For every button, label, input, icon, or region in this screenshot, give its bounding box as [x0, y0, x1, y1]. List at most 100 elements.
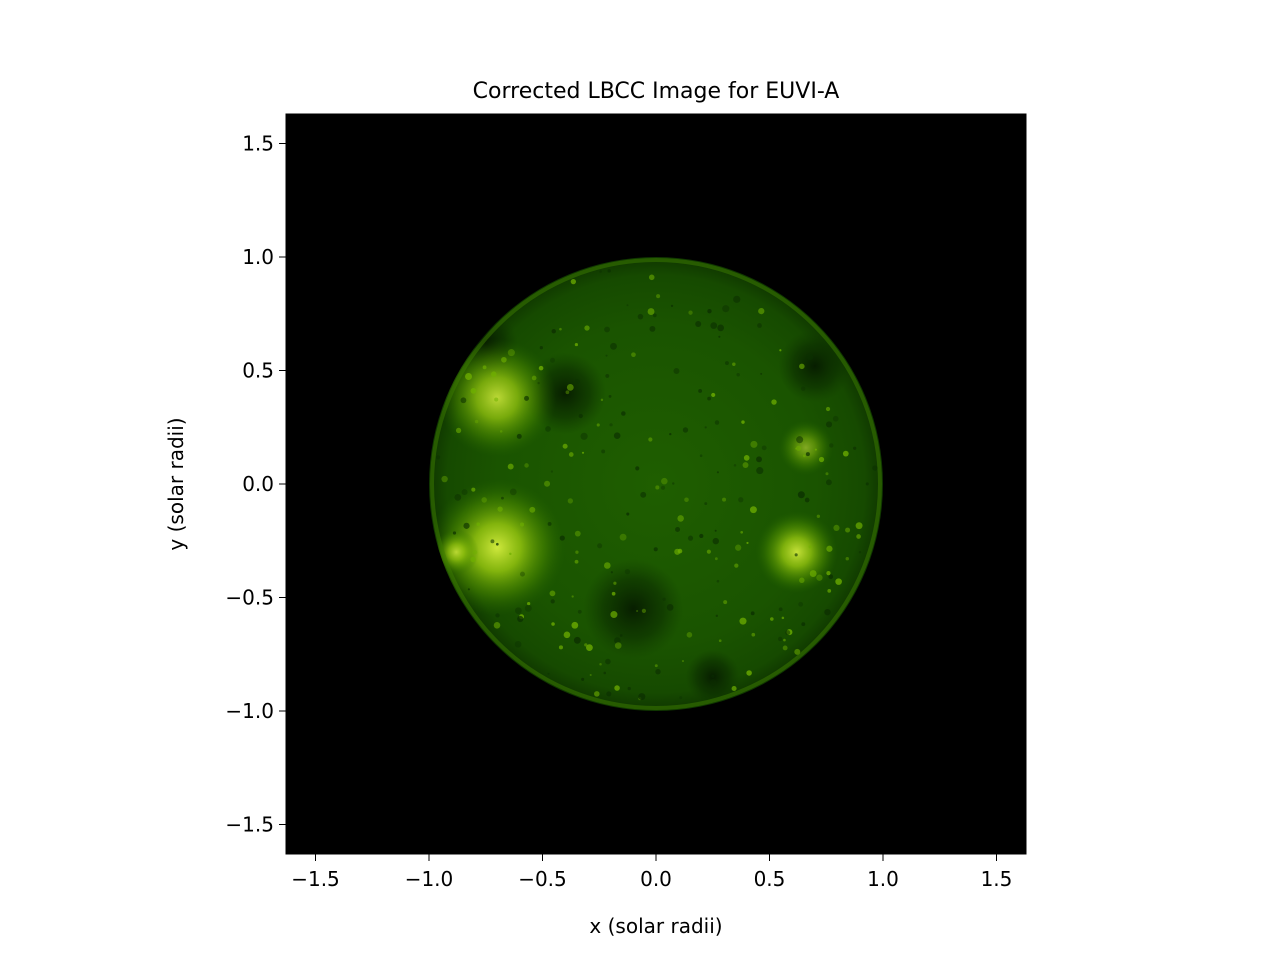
active-region: [429, 479, 566, 616]
y-tick-label: 1.0: [242, 245, 274, 269]
texture-speckle: [714, 420, 720, 425]
x-tick-label: 1.5: [981, 867, 1013, 891]
texture-speckle: [802, 454, 806, 458]
texture-speckle: [597, 543, 603, 549]
texture-speckle: [675, 527, 681, 532]
texture-speckle: [613, 432, 621, 439]
texture-speckle: [716, 579, 720, 583]
y-axis: 1.5 1.0 0.5 0.0 −0.5 −1.0 −1.5: [225, 132, 286, 836]
texture-speckle: [809, 570, 817, 577]
texture-speckle: [798, 601, 804, 607]
texture-speckle: [711, 674, 715, 678]
x-tick-label: −0.5: [518, 867, 567, 891]
texture-speckle: [698, 389, 703, 393]
texture-speckle: [653, 547, 658, 552]
x-tick-label: 1.0: [867, 867, 899, 891]
texture-speckle: [826, 545, 833, 552]
texture-speckle: [704, 426, 707, 429]
texture-speckle: [805, 452, 810, 457]
texture-speckle: [655, 669, 661, 675]
texture-speckle: [614, 685, 620, 691]
texture-speckle: [499, 430, 503, 433]
texture-speckle: [795, 445, 802, 451]
texture-speckle: [795, 447, 798, 450]
texture-speckle: [570, 279, 576, 285]
texture-speckle: [677, 548, 683, 554]
texture-speckle: [794, 648, 801, 655]
texture-speckle: [833, 524, 840, 531]
disk-features: [429, 258, 882, 710]
texture-speckle: [567, 498, 573, 504]
texture-speckle: [825, 479, 832, 486]
texture-speckle: [599, 270, 602, 273]
texture-speckle: [718, 335, 721, 338]
texture-speckle: [816, 574, 823, 581]
texture-speckle: [649, 325, 656, 332]
y-tick-label: −1.5: [225, 812, 274, 836]
texture-speckle: [806, 353, 814, 361]
texture-speckle: [578, 413, 583, 419]
texture-speckle: [757, 323, 762, 328]
texture-speckle: [826, 571, 831, 576]
texture-speckle: [636, 609, 639, 613]
texture-speckle: [470, 556, 476, 563]
texture-speckle: [825, 472, 829, 476]
x-tick-label: 0.0: [640, 867, 672, 891]
texture-speckle: [562, 443, 568, 449]
texture-speckle: [672, 482, 675, 485]
texture-speckle: [741, 420, 745, 424]
y-tick-label: 1.5: [242, 132, 274, 156]
texture-speckle: [603, 562, 611, 569]
texture-speckle: [660, 485, 666, 490]
texture-speckle: [733, 464, 737, 467]
texture-speckle: [808, 545, 812, 549]
texture-speckle: [770, 617, 774, 621]
texture-speckle: [515, 607, 522, 614]
texture-speckle: [613, 581, 617, 585]
texture-speckle: [559, 327, 562, 331]
texture-speckle: [756, 456, 762, 463]
texture-speckle: [648, 437, 653, 442]
texture-speckle: [758, 307, 765, 315]
texture-speckle: [551, 622, 555, 626]
texture-speckle: [825, 406, 831, 412]
texture-speckle: [717, 324, 724, 332]
texture-speckle: [735, 544, 742, 551]
texture-speckle: [723, 600, 728, 605]
texture-speckle: [783, 638, 786, 642]
texture-speckle: [493, 621, 501, 629]
texture-speckle: [662, 597, 666, 601]
texture-speckle: [679, 696, 683, 700]
texture-speckle: [603, 671, 607, 675]
texture-speckle: [452, 531, 457, 535]
texture-speckle: [746, 670, 752, 676]
texture-speckle: [550, 470, 554, 473]
texture-speckle: [750, 440, 758, 448]
texture-speckle: [749, 506, 757, 514]
texture-speckle: [507, 463, 514, 470]
texture-speckle: [436, 455, 441, 460]
texture-speckle: [574, 342, 578, 347]
texture-speckle: [531, 375, 537, 381]
texture-speckle: [804, 497, 810, 503]
texture-speckle: [814, 448, 817, 451]
texture-speckle: [529, 506, 536, 513]
texture-speckle: [573, 636, 581, 644]
texture-speckle: [736, 373, 740, 377]
texture-speckle: [566, 383, 574, 391]
chart-title: Corrected LBCC Image for EUVI-A: [473, 79, 840, 104]
texture-speckle: [652, 313, 657, 318]
texture-speckle: [455, 427, 462, 434]
texture-speckle: [704, 502, 708, 506]
texture-speckle: [681, 659, 685, 663]
texture-speckle: [604, 326, 610, 333]
texture-speckle: [547, 672, 550, 675]
texture-speckle: [568, 452, 574, 457]
texture-speckle: [647, 308, 655, 315]
texture-speckle: [610, 571, 613, 574]
texture-speckle: [481, 497, 487, 503]
texture-speckle: [641, 608, 647, 613]
x-tick-label: −1.5: [291, 867, 340, 891]
dark-region: [583, 558, 684, 659]
texture-speckle: [858, 551, 862, 554]
